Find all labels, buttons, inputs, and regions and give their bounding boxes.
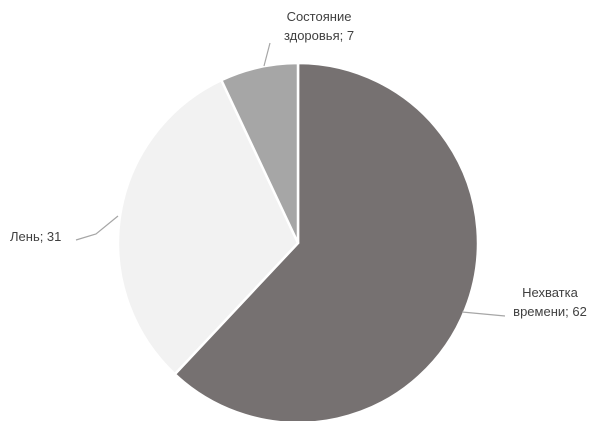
data-label-0: Нехватка времени; 62 <box>513 285 587 319</box>
data-label-2: Состояние здоровья; 7 <box>284 9 354 43</box>
labels-layer: Нехватка времени; 62 Лень; 31 Состояние здор… <box>10 9 587 319</box>
data-label-1: Лень; 31 <box>10 229 61 244</box>
pie-slice-0 <box>173 61 480 425</box>
data-label-2-line-0: Состояние <box>287 9 352 24</box>
data-label-2-line-1: здоровья; 7 <box>284 28 354 43</box>
data-label-1-line-0: Лень; 31 <box>10 229 61 244</box>
pie-slice-1 <box>116 78 300 376</box>
leaders-layer <box>75 42 506 317</box>
leader-line-0 <box>461 311 506 317</box>
data-label-0-line-0: Нехватка <box>522 285 578 300</box>
slices-layer <box>116 61 480 425</box>
leader-line-1 <box>75 215 119 241</box>
leader-line-2 <box>263 42 271 67</box>
data-label-0-line-1: времени; 62 <box>513 304 587 319</box>
pie-slice-2 <box>219 61 300 244</box>
